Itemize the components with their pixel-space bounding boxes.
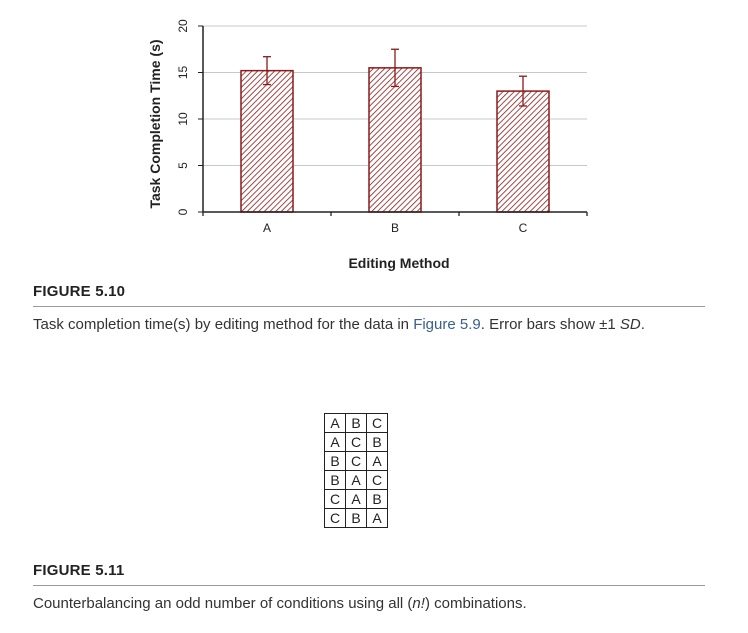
caption-text: . Error bars show ±1 xyxy=(480,316,620,333)
table-cell: C xyxy=(366,413,388,433)
table-cell: C xyxy=(324,508,346,528)
caption-italic: SD xyxy=(619,316,641,333)
table-cell: C xyxy=(345,432,367,452)
caption-text: ) combinations. xyxy=(424,595,527,612)
bar-chart: 0 5 10 15 20 A B C Task Completion Time (s) Edi… xyxy=(147,19,588,271)
caption-text: Task completion time(s) by editing metho… xyxy=(33,316,414,333)
table-cell: C xyxy=(324,489,346,509)
figure-label: FIGURE 5.10 xyxy=(33,283,126,300)
table-cell: C xyxy=(366,470,388,490)
x-tick-label: B xyxy=(391,221,399,235)
caption-divider xyxy=(33,306,705,307)
table-cell: B xyxy=(366,489,388,509)
table-cell: A xyxy=(324,432,346,452)
figure-label: FIGURE 5.11 xyxy=(33,562,125,579)
x-axis-label: Editing Method xyxy=(348,255,449,271)
y-tick-label: 10 xyxy=(176,112,190,126)
table-cell: A xyxy=(345,470,367,490)
y-tick-label: 20 xyxy=(176,19,190,33)
table-cell: C xyxy=(345,451,367,471)
table-cell: B xyxy=(345,413,367,433)
table-cell: A xyxy=(366,451,388,471)
table-cell: A xyxy=(324,413,346,433)
caption-italic: n! xyxy=(412,595,425,612)
y-tick-label: 15 xyxy=(176,66,190,80)
table-cell: B xyxy=(345,508,367,528)
x-tick-label: C xyxy=(519,221,528,235)
table-cell: A xyxy=(366,508,388,528)
table-cell: B xyxy=(324,451,346,471)
figure-caption: Task completion time(s) by editing metho… xyxy=(33,315,673,334)
figure-reference-link[interactable]: Figure 5.9 xyxy=(413,316,481,333)
y-tick-label: 5 xyxy=(176,162,190,169)
table-cell: B xyxy=(366,432,388,452)
bar-B xyxy=(368,67,422,213)
caption-text: Counterbalancing an odd number of condit… xyxy=(33,595,413,612)
x-tick-label: A xyxy=(263,221,271,235)
figure-caption: Counterbalancing an odd number of condit… xyxy=(33,594,673,613)
y-tick-label: 0 xyxy=(176,208,190,215)
y-axis-label: Task Completion Time (s) xyxy=(147,39,163,208)
table-cell: B xyxy=(324,470,346,490)
bar-C xyxy=(496,90,550,213)
bar-A xyxy=(240,69,294,213)
caption-text: . xyxy=(640,316,645,333)
table-cell: A xyxy=(345,489,367,509)
caption-divider xyxy=(33,585,705,586)
